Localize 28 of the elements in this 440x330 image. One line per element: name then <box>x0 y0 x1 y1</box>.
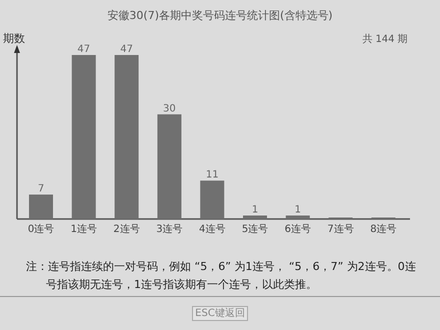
x-tick-label: 1连号 <box>70 223 97 235</box>
bar <box>114 55 139 219</box>
x-tick-label: 7连号 <box>327 223 354 235</box>
x-tick-label: 5连号 <box>242 223 268 235</box>
bar <box>72 55 96 219</box>
bar <box>243 216 267 219</box>
x-tick-label: 0连号 <box>28 223 54 235</box>
x-tick-label: 4连号 <box>199 223 226 235</box>
data-label: 11 <box>206 170 219 181</box>
bar <box>157 114 182 219</box>
text: 共 144 期 <box>362 33 408 45</box>
bar <box>200 180 224 219</box>
data-label: 30 <box>163 103 176 114</box>
x-tick-label: 3连号 <box>156 223 183 235</box>
data-label: 7 <box>38 184 44 195</box>
data-label: 1 <box>252 204 258 216</box>
chart-title: 安徽30(7)各期中奖号码连号统计图(含特选号) <box>107 9 333 22</box>
text: 注：连号指连续的一对号码，例如 “5，6” 为1连号， “5，6，7” 为2连号。0连号指该期无连号，1连号指该期有一个连号，以此类推。 <box>26 259 417 293</box>
text: ESC键返回 <box>192 306 248 321</box>
bar <box>286 216 310 219</box>
x-tick-label: 2连号 <box>113 223 140 235</box>
bar <box>29 194 53 219</box>
data-label: 1 <box>294 204 301 216</box>
x-tick-label: 6连号 <box>284 223 311 235</box>
data-label: 47 <box>77 44 90 55</box>
data-label: 47 <box>120 44 133 55</box>
x-tick-label: 8连号 <box>370 223 397 235</box>
y-axis-title: 期数 <box>3 32 25 45</box>
